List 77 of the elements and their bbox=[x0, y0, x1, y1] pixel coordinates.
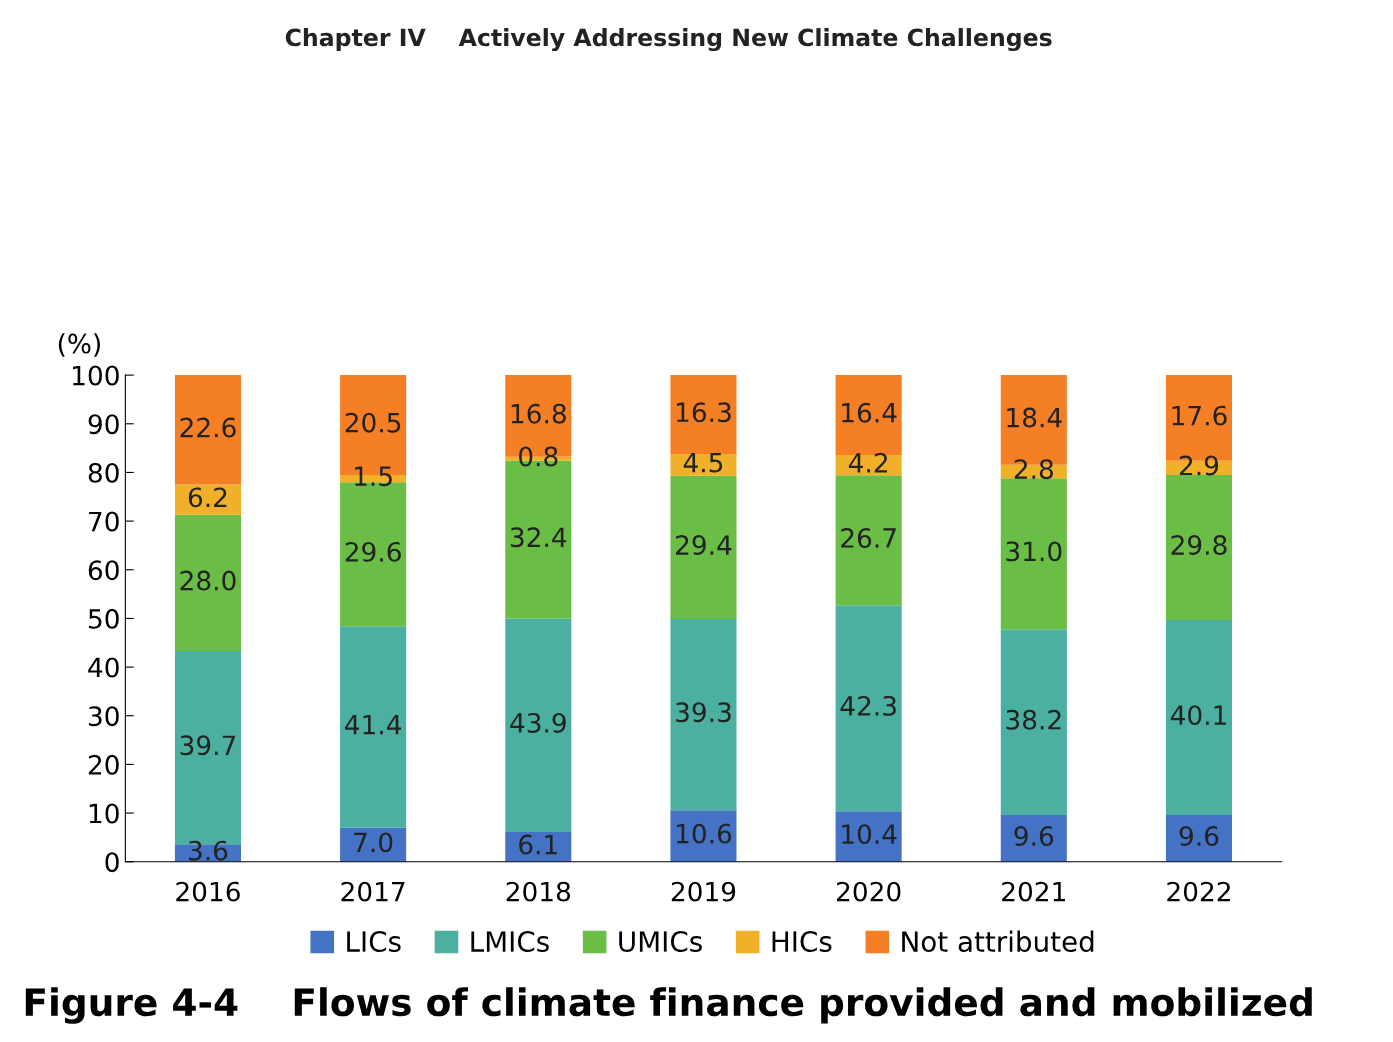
data-label: 29.4 bbox=[676, 535, 732, 556]
data-label: 22.6 bbox=[180, 417, 236, 438]
y-tick-label: 20 bbox=[88, 754, 119, 775]
bar bbox=[670, 810, 737, 862]
legend-label: HICs bbox=[772, 931, 832, 953]
data-label: 29.6 bbox=[345, 541, 401, 562]
data-label: 1.5 bbox=[355, 466, 392, 487]
data-label: 40.1 bbox=[1170, 705, 1226, 726]
legend-label: UMICs bbox=[619, 931, 702, 953]
data-label: 39.7 bbox=[180, 735, 236, 756]
data-label: 31.0 bbox=[1006, 541, 1062, 562]
data-label: 38.2 bbox=[1006, 709, 1061, 730]
legend-label: LICs bbox=[347, 931, 401, 953]
bar bbox=[505, 618, 572, 833]
data-label: 39.3 bbox=[676, 702, 731, 723]
bar bbox=[1165, 619, 1233, 816]
y-tick-label: 60 bbox=[88, 560, 119, 581]
data-label: 6.2 bbox=[188, 487, 227, 508]
data-label: 41.4 bbox=[345, 714, 402, 735]
y-tick-label: 100 bbox=[73, 365, 119, 386]
text: Chapter IV Actively Addressing New Climate Challenges bbox=[285, 28, 1052, 52]
legend-label: LMICs bbox=[471, 931, 549, 953]
bar bbox=[670, 618, 737, 811]
legend-label: Not attributed bbox=[902, 930, 1094, 953]
x-tick-label: 2016 bbox=[176, 881, 240, 902]
data-label: 7.0 bbox=[354, 832, 393, 853]
data-label: 17.6 bbox=[1172, 405, 1227, 426]
data-label: 6.1 bbox=[519, 834, 557, 855]
data-label: 16.3 bbox=[676, 402, 731, 423]
bar bbox=[174, 375, 241, 485]
y-axis-title: (%) bbox=[58, 333, 100, 357]
data-label: 4.2 bbox=[848, 452, 887, 473]
y-tick-label: 30 bbox=[88, 706, 119, 727]
data-label: 10.4 bbox=[842, 824, 897, 845]
x-tick-label: 2022 bbox=[1167, 881, 1230, 902]
bar bbox=[1000, 815, 1067, 862]
data-label: 9.6 bbox=[1014, 826, 1054, 847]
data-label: 29.8 bbox=[1171, 535, 1227, 556]
x-tick-label: 2021 bbox=[1002, 881, 1065, 902]
data-label: 26.7 bbox=[841, 528, 896, 548]
data-label: 16.4 bbox=[842, 402, 897, 423]
bar bbox=[835, 811, 902, 862]
data-label: 32.4 bbox=[510, 527, 567, 548]
bar bbox=[1000, 478, 1067, 630]
data-label: 10.6 bbox=[676, 823, 732, 844]
bar bbox=[835, 475, 902, 606]
data-label: 16.8 bbox=[511, 403, 566, 424]
y-tick-label: 10 bbox=[89, 803, 119, 824]
data-label: 20.5 bbox=[345, 412, 401, 433]
data-label: 3.6 bbox=[188, 840, 228, 861]
bar bbox=[1165, 474, 1233, 620]
x-tick-label: 2017 bbox=[341, 881, 405, 902]
data-label: 42.3 bbox=[840, 695, 896, 716]
data-label: 2.8 bbox=[1014, 459, 1053, 480]
data-label: 4.5 bbox=[683, 452, 723, 473]
bar bbox=[1165, 815, 1233, 862]
data-label: 2.9 bbox=[1179, 455, 1219, 476]
y-tick-label: 50 bbox=[88, 608, 119, 629]
bar bbox=[835, 605, 902, 812]
data-label: 9.6 bbox=[1179, 826, 1219, 847]
y-tick-label: 80 bbox=[88, 462, 119, 483]
y-tick-label: 70 bbox=[89, 511, 119, 532]
y-tick-label: 0 bbox=[105, 852, 119, 873]
data-label: 43.9 bbox=[510, 712, 566, 733]
bar bbox=[340, 626, 407, 828]
bar bbox=[1000, 629, 1067, 816]
y-tick-label: 40 bbox=[88, 657, 119, 678]
bar bbox=[670, 475, 737, 619]
data-label: 28.0 bbox=[180, 570, 236, 591]
x-tick-label: 2018 bbox=[506, 881, 571, 902]
x-tick-label: 2019 bbox=[671, 881, 736, 902]
data-label: 18.4 bbox=[1007, 407, 1062, 428]
x-tick-label: 2020 bbox=[836, 881, 901, 902]
text: Figure 4-4 Flows of climate finance provided and mobilized bbox=[25, 987, 1312, 1024]
bar bbox=[670, 375, 737, 454]
y-tick-label: 90 bbox=[88, 414, 119, 435]
bar bbox=[174, 514, 241, 652]
